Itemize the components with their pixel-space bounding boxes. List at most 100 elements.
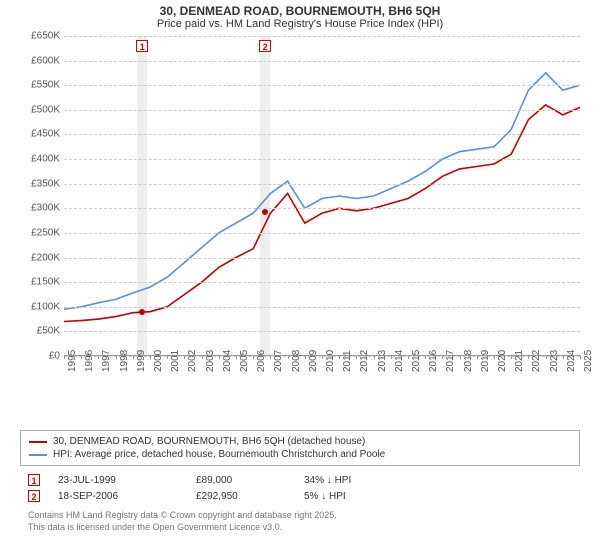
legend-item: HPI: Average price, detached house, Bour… [29, 448, 571, 461]
price-row: 218-SEP-2006£292,9505% ↓ HPI [20, 488, 580, 504]
x-tick [528, 355, 529, 359]
x-tick [184, 355, 185, 359]
y-gridline [64, 282, 580, 283]
x-axis-label: 1997 [101, 350, 112, 372]
y-axis-label: £50K [20, 326, 60, 337]
footnote: Contains HM Land Registry data © Crown c… [20, 510, 580, 533]
legend-label: 30, DENMEAD ROAD, BOURNEMOUTH, BH6 5QH (… [53, 436, 365, 447]
x-axis-label: 2004 [222, 350, 233, 372]
y-gridline [64, 184, 580, 185]
y-gridline [64, 110, 580, 111]
row-price: £89,000 [196, 475, 286, 486]
x-axis-label: 1996 [84, 350, 95, 372]
series-line [64, 73, 580, 309]
x-tick [442, 355, 443, 359]
x-axis-label: 2020 [497, 350, 508, 372]
price-table: 123-JUL-1999£89,00034% ↓ HPI218-SEP-2006… [20, 472, 580, 504]
chart: £0£50K£100K£150K£200K£250K£300K£350K£400… [20, 36, 580, 396]
chart-subtitle: Price paid vs. HM Land Registry's House … [0, 18, 600, 30]
x-axis-label: 2016 [428, 350, 439, 372]
row-date: 23-JUL-1999 [58, 475, 178, 486]
x-tick [322, 355, 323, 359]
x-axis-label: 2025 [583, 350, 594, 372]
x-tick [356, 355, 357, 359]
x-axis-label: 2013 [377, 350, 388, 372]
chart-title: 30, DENMEAD ROAD, BOURNEMOUTH, BH6 5QH [0, 4, 600, 18]
legend-swatch [29, 441, 47, 443]
legend-item: 30, DENMEAD ROAD, BOURNEMOUTH, BH6 5QH (… [29, 435, 571, 448]
x-axis-label: 2000 [153, 350, 164, 372]
sale-point [262, 209, 268, 215]
x-axis-label: 2009 [308, 350, 319, 372]
y-axis-label: £300K [20, 203, 60, 214]
x-tick [305, 355, 306, 359]
legend-label: HPI: Average price, detached house, Bour… [53, 449, 385, 460]
x-tick [425, 355, 426, 359]
price-row: 1 23-JUL-1999 £89,000 34% ↓ HPI [20, 472, 580, 488]
x-tick [546, 355, 547, 359]
x-tick [391, 355, 392, 359]
x-tick [150, 355, 151, 359]
y-axis-label: £400K [20, 154, 60, 165]
y-axis-label: £100K [20, 301, 60, 312]
y-gridline [64, 36, 580, 37]
y-gridline [64, 61, 580, 62]
x-tick [270, 355, 271, 359]
row-index-box: 2 [28, 490, 40, 502]
x-tick [98, 355, 99, 359]
row-pct: 34% ↓ HPI [304, 475, 404, 486]
row-index-box: 1 [28, 474, 40, 486]
x-tick [253, 355, 254, 359]
footnote-line-2: This data is licensed under the Open Gov… [28, 522, 580, 534]
x-axis-label: 2015 [411, 350, 422, 372]
y-gridline [64, 307, 580, 308]
x-axis-label: 2024 [566, 350, 577, 372]
x-axis-label: 2006 [256, 350, 267, 372]
x-axis-label: 2008 [291, 350, 302, 372]
x-tick [580, 355, 581, 359]
x-axis-label: 2019 [480, 350, 491, 372]
x-tick [408, 355, 409, 359]
row-pct: 5% ↓ HPI [304, 491, 404, 502]
sale-marker-2: 2 [259, 40, 271, 52]
x-axis-label: 2023 [549, 350, 560, 372]
x-axis-label: 2014 [394, 350, 405, 372]
x-axis-label: 2022 [531, 350, 542, 372]
row-price: £292,950 [196, 491, 286, 502]
y-gridline [64, 233, 580, 234]
y-axis-label: £0 [20, 351, 60, 362]
x-tick [116, 355, 117, 359]
chart-svg [64, 36, 580, 356]
y-gridline [64, 134, 580, 135]
x-tick [219, 355, 220, 359]
sale-point [139, 309, 145, 315]
x-tick [81, 355, 82, 359]
y-axis-label: £250K [20, 227, 60, 238]
x-axis-label: 2007 [273, 350, 284, 372]
x-tick [460, 355, 461, 359]
plot-area: £0£50K£100K£150K£200K£250K£300K£350K£400… [64, 36, 580, 356]
x-axis-label: 1995 [67, 350, 78, 372]
x-axis-label: 2003 [205, 350, 216, 372]
y-axis-label: £150K [20, 277, 60, 288]
x-tick [288, 355, 289, 359]
legend-swatch [29, 454, 47, 456]
x-tick [477, 355, 478, 359]
x-axis-label: 2001 [170, 350, 181, 372]
legend: 30, DENMEAD ROAD, BOURNEMOUTH, BH6 5QH (… [20, 430, 580, 466]
y-gridline [64, 208, 580, 209]
x-tick [64, 355, 65, 359]
x-tick [339, 355, 340, 359]
x-axis-label: 2005 [239, 350, 250, 372]
y-axis-label: £550K [20, 80, 60, 91]
y-axis-label: £450K [20, 129, 60, 140]
sale-marker-1: 1 [136, 40, 148, 52]
x-tick [374, 355, 375, 359]
x-axis-label: 1999 [136, 350, 147, 372]
x-axis-label: 2021 [514, 350, 525, 372]
x-axis-label: 2010 [325, 350, 336, 372]
x-tick [236, 355, 237, 359]
title-block: 30, DENMEAD ROAD, BOURNEMOUTH, BH6 5QH P… [0, 0, 600, 32]
x-axis-label: 1998 [119, 350, 130, 372]
x-tick [167, 355, 168, 359]
